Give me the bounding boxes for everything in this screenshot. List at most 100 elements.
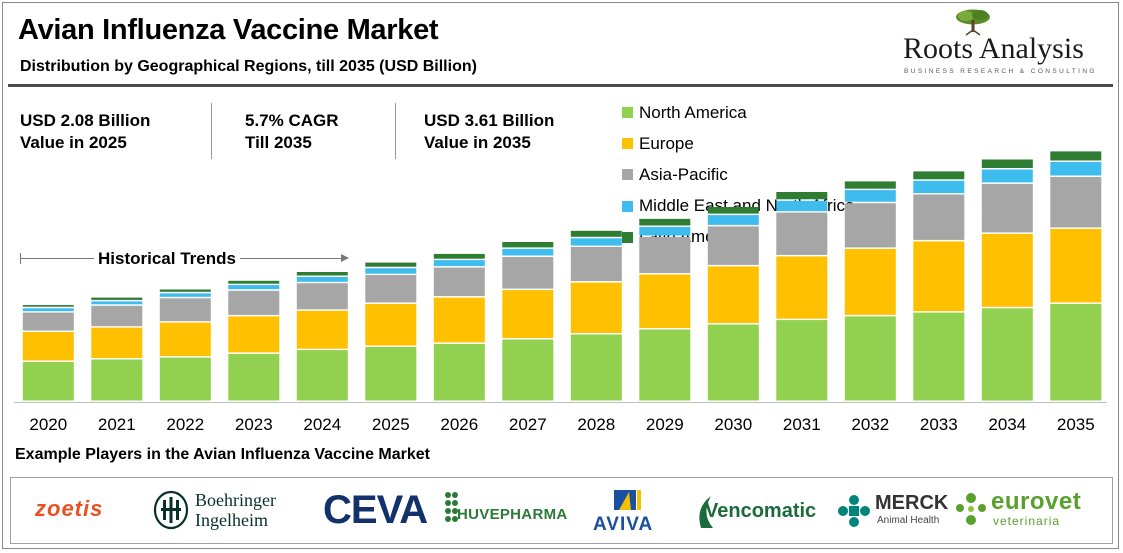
x-tick-label: 2029 bbox=[646, 415, 684, 434]
x-tick-label: 2024 bbox=[303, 415, 341, 434]
x-tick-label: 2026 bbox=[440, 415, 478, 434]
boehringer-line2: Ingelheim bbox=[195, 510, 268, 530]
bar-segment-europe-2024 bbox=[296, 310, 348, 349]
bar-segment-north-america-2026 bbox=[433, 343, 485, 401]
bar-segment-middle-east-and-north-africa-2031 bbox=[776, 200, 828, 212]
kpi-caption: Value in 2025 bbox=[20, 133, 127, 152]
merck-emblem-icon bbox=[838, 495, 870, 527]
bar-segment-asia-pacific-2027 bbox=[502, 257, 554, 289]
bar-segment-latin-america-2029 bbox=[639, 218, 691, 226]
page-title: Avian Influenza Vaccine Market bbox=[18, 14, 439, 46]
bar-segment-latin-america-2022 bbox=[159, 289, 211, 292]
bar-segment-north-america-2034 bbox=[981, 308, 1033, 401]
bar-segment-europe-2021 bbox=[91, 327, 143, 358]
x-tick-label: 2034 bbox=[988, 415, 1026, 434]
bar-segment-middle-east-and-north-africa-2034 bbox=[981, 169, 1033, 183]
bar-segment-latin-america-2021 bbox=[91, 297, 143, 300]
bar-segment-europe-2033 bbox=[913, 241, 965, 312]
arrow-right-icon bbox=[341, 254, 349, 262]
legend-swatch bbox=[622, 231, 633, 243]
bar-segment-latin-america-2028 bbox=[570, 230, 622, 237]
bar-segment-latin-america-2031 bbox=[776, 192, 828, 200]
bar-segment-middle-east-and-north-africa-2028 bbox=[570, 238, 622, 246]
x-tick-label: 2031 bbox=[783, 415, 821, 434]
bar-segment-north-america-2023 bbox=[228, 353, 280, 401]
bar-segment-asia-pacific-2034 bbox=[981, 183, 1033, 233]
kpi-divider bbox=[211, 103, 212, 159]
kpi-caption: Till 2035 bbox=[245, 133, 312, 152]
kpi-cagr: 5.7% CAGR Till 2035 bbox=[245, 110, 339, 154]
bar-segment-europe-2031 bbox=[776, 256, 828, 319]
eurovet-line1: eurovet bbox=[991, 488, 1082, 515]
bar-segment-europe-2025 bbox=[365, 303, 417, 346]
bar-segment-europe-2034 bbox=[981, 233, 1033, 307]
players-title: Example Players in the Avian Influenza V… bbox=[15, 446, 430, 463]
bar-segment-latin-america-2034 bbox=[981, 159, 1033, 168]
bar-segment-middle-east-and-north-africa-2023 bbox=[228, 285, 280, 290]
bar-segment-north-america-2033 bbox=[913, 312, 965, 401]
brand-tagline: BUSINESS RESEARCH & CONSULTING bbox=[904, 68, 1097, 75]
aviva-emblem-icon bbox=[614, 490, 641, 510]
legend-label: Europe bbox=[639, 133, 694, 153]
kpi-value: 5.7% CAGR bbox=[245, 111, 339, 130]
x-tick-label: 2022 bbox=[166, 415, 204, 434]
bar-segment-north-america-2028 bbox=[570, 334, 622, 401]
bar-segment-asia-pacific-2020 bbox=[22, 312, 74, 331]
bar-segment-middle-east-and-north-africa-2021 bbox=[91, 301, 143, 305]
zoetis-wordmark: zoetis bbox=[35, 496, 104, 521]
kpi-value-2025: USD 2.08 Billion Value in 2025 bbox=[20, 110, 150, 154]
bar-segment-latin-america-2025 bbox=[365, 262, 417, 267]
bar-segment-latin-america-2020 bbox=[22, 305, 74, 307]
bar-segment-north-america-2025 bbox=[365, 347, 417, 401]
legend-label: Asia-Pacific bbox=[639, 164, 728, 184]
legend-swatch bbox=[622, 138, 633, 150]
bar-segment-europe-2029 bbox=[639, 274, 691, 328]
legend-swatch bbox=[622, 169, 633, 181]
bar-segment-latin-america-2032 bbox=[844, 181, 896, 189]
bar-segment-asia-pacific-2030 bbox=[707, 226, 759, 265]
x-tick-label: 2035 bbox=[1057, 415, 1095, 434]
bar-segment-asia-pacific-2025 bbox=[365, 275, 417, 303]
kpi-value: USD 2.08 Billion bbox=[20, 111, 151, 130]
bar-segment-europe-2032 bbox=[844, 248, 896, 315]
huvepharma-wordmark: HUVEPHARMA bbox=[457, 506, 568, 523]
ceva-logo: CEVA bbox=[323, 488, 428, 533]
bar-segment-asia-pacific-2028 bbox=[570, 247, 622, 282]
bar-segment-north-america-2020 bbox=[22, 362, 74, 401]
legend-swatch bbox=[622, 200, 633, 212]
vencomatic-wordmark: Vencomatic bbox=[705, 500, 817, 522]
bar-segment-north-america-2031 bbox=[776, 320, 828, 401]
x-tick-label: 2025 bbox=[372, 415, 410, 434]
x-tick-label: 2027 bbox=[509, 415, 547, 434]
bar-segment-middle-east-and-north-africa-2030 bbox=[707, 215, 759, 225]
bar-segment-middle-east-and-north-africa-2027 bbox=[502, 248, 554, 256]
bar-segment-middle-east-and-north-africa-2024 bbox=[296, 277, 348, 282]
x-tick-label: 2030 bbox=[714, 415, 752, 434]
boehringer-emblem-icon bbox=[153, 490, 189, 530]
bar-segment-latin-america-2027 bbox=[502, 242, 554, 248]
merck-line2: Animal Health bbox=[877, 515, 940, 526]
x-tick-label: 2023 bbox=[235, 415, 273, 434]
bar-segment-asia-pacific-2032 bbox=[844, 203, 896, 248]
header-divider bbox=[8, 84, 1113, 87]
bar-segment-middle-east-and-north-africa-2026 bbox=[433, 260, 485, 267]
zoetis-logo: zoetis bbox=[35, 496, 103, 522]
bar-segment-north-america-2024 bbox=[296, 350, 348, 401]
bar-segment-asia-pacific-2029 bbox=[639, 237, 691, 273]
bar-segment-north-america-2021 bbox=[91, 359, 143, 401]
bar-segment-asia-pacific-2024 bbox=[296, 283, 348, 310]
bar-segment-middle-east-and-north-africa-2035 bbox=[1050, 162, 1102, 176]
bar-segment-middle-east-and-north-africa-2033 bbox=[913, 180, 965, 194]
bar-segment-middle-east-and-north-africa-2032 bbox=[844, 190, 896, 202]
bar-segment-latin-america-2030 bbox=[707, 207, 759, 214]
bar-segment-north-america-2035 bbox=[1050, 303, 1102, 401]
legend-item: North America bbox=[622, 97, 854, 128]
bar-segment-middle-east-and-north-africa-2025 bbox=[365, 268, 417, 274]
bar-segment-europe-2026 bbox=[433, 297, 485, 343]
brand-name: Roots Analysis bbox=[903, 32, 1084, 65]
bar-segment-europe-2022 bbox=[159, 322, 211, 357]
stacked-bar-chart: 2020 2021 2022 2023 2024 2025 2026 2027 2028 2029… bbox=[14, 151, 1107, 434]
bar-segment-north-america-2030 bbox=[707, 324, 759, 401]
huvepharma-dots-icon bbox=[445, 492, 458, 522]
